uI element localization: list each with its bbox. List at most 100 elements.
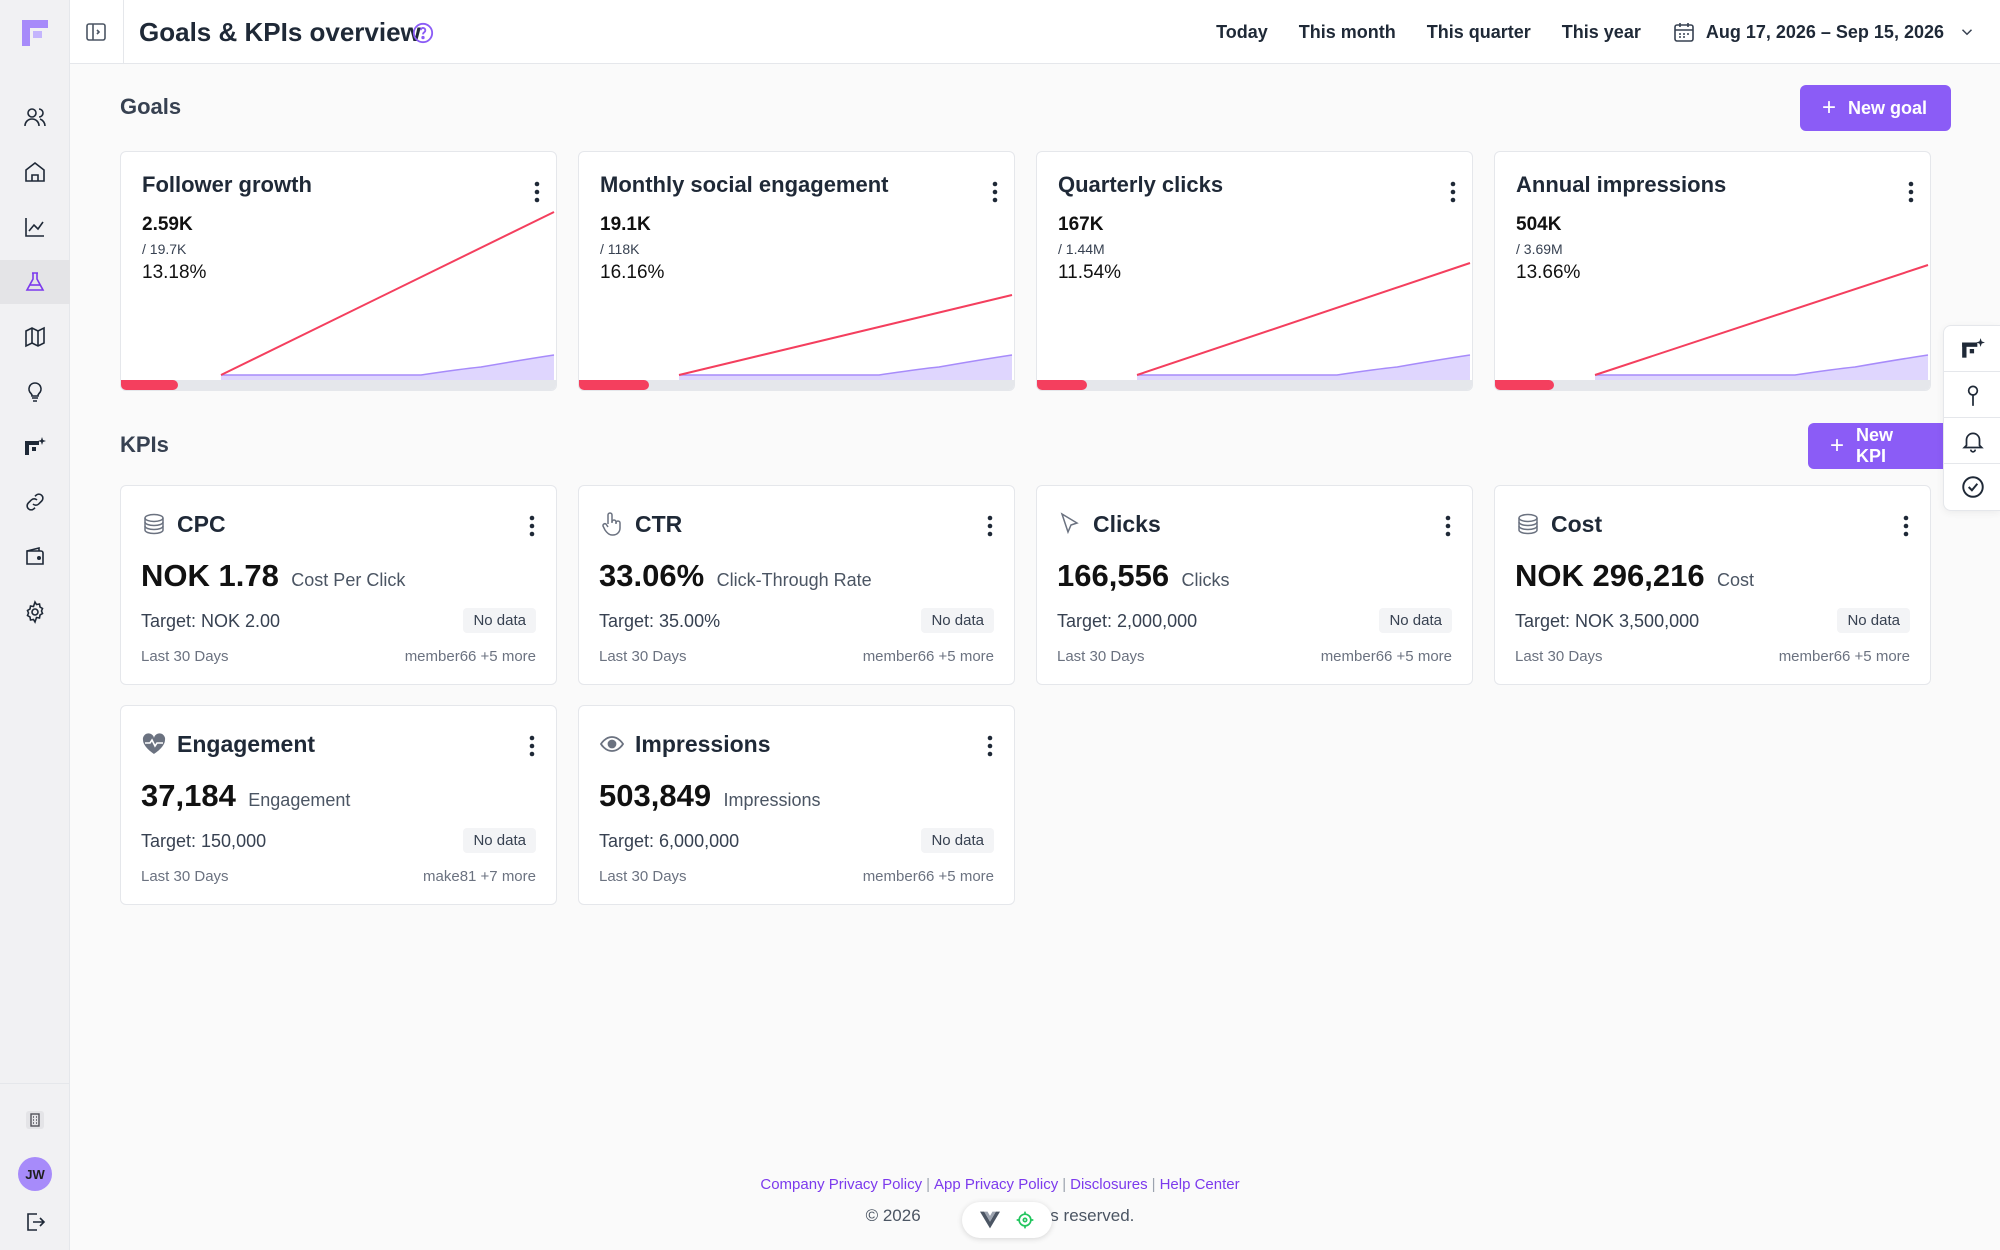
vue-logo-icon[interactable] [979,1211,1000,1229]
kpi-value-row: 166,556 Clicks [1057,558,1230,594]
kpi-members[interactable]: member66 +5 more [1778,648,1910,665]
goal-progress-fill [121,380,179,390]
kpi-value-row: 37,184 Engagement [141,778,350,814]
actual-line [1137,354,1471,376]
range-today-button[interactable]: Today [1216,21,1268,42]
kpi-unit-label: Click-Through Rate [716,570,872,590]
users-icon [24,108,46,127]
more-options-icon[interactable] [1896,512,1916,540]
goal-card[interactable]: Follower growth 2.59K / 19.7K 13.18% [120,151,557,391]
range-this-year-button[interactable]: This year [1561,21,1641,42]
kpis-section-title: KPIs [120,432,169,457]
nav-users[interactable] [10,95,60,139]
range-this-quarter-button[interactable]: This quarter [1426,21,1531,42]
kpi-title: Impressions [635,731,771,757]
more-options-icon[interactable] [980,732,1000,760]
more-options-icon[interactable] [522,732,542,760]
kpi-card[interactable]: Impressions 503,849 Impressions Target: … [578,705,1015,905]
nav-settings[interactable] [10,590,60,634]
goal-trend-chart [678,294,1013,382]
kpi-value: 33.06% [599,558,705,593]
goal-title: Monthly social engagement [600,172,889,197]
more-options-icon[interactable] [527,178,547,206]
top-header: Goals & KPIs overview Today This month T… [70,0,2000,64]
kpi-title: Cost [1551,511,1603,537]
kpi-value: 503,849 [599,778,712,813]
sidebar-toggle-icon[interactable] [84,20,108,44]
kpi-card[interactable]: Cost NOK 296,216 Cost Target: NOK 3,500,… [1494,485,1931,685]
chevron-down-icon [1961,29,1973,36]
nav-ai[interactable] [10,425,60,469]
target-line [678,294,1013,376]
kpi-value: 37,184 [141,778,236,813]
nav-home[interactable] [10,150,60,194]
more-options-icon[interactable] [1443,178,1463,206]
more-options-icon[interactable] [1438,512,1458,540]
new-kpi-button[interactable]: + New KPI [1808,423,1943,469]
nav-wallet[interactable] [10,535,60,579]
nav-ideas[interactable] [10,370,60,414]
kpi-value-row: NOK 1.78 Cost Per Click [141,558,405,594]
disclosures-link[interactable]: Disclosures [1070,1176,1148,1193]
kpi-period: Last 30 Days [1515,648,1603,665]
kpi-target: Target: NOK 2.00 [141,611,281,631]
kpi-card[interactable]: Engagement 37,184 Engagement Target: 150… [120,705,557,905]
kpi-members[interactable]: member66 +5 more [862,868,994,885]
nav-organization[interactable] [10,1098,60,1142]
goal-card[interactable]: Monthly social engagement 19.1K / 118K 1… [578,151,1015,391]
help-center-link[interactable]: Help Center [1159,1176,1240,1193]
floating-mini-toolbar [962,1202,1052,1238]
copyright-tail: ghts reserved. [1026,1206,1135,1225]
new-goal-button[interactable]: + New goal [1800,85,1951,131]
goal-percent: 16.16% [600,262,665,283]
target-line [1136,262,1471,376]
pin-button[interactable] [1944,372,2000,418]
more-options-icon[interactable] [1901,178,1921,206]
link-icon [26,493,44,511]
goal-card[interactable]: Annual impressions 504K / 3.69M 13.66% [1494,151,1931,391]
kpi-members[interactable]: make81 +7 more [423,868,536,885]
kpi-value-row: 33.06% Click-Through Rate [599,558,872,594]
copyright: © 2026 ghts reserved. [0,1206,2000,1226]
nav-analytics[interactable] [10,205,60,249]
kpi-card[interactable]: CTR 33.06% Click-Through Rate Target: 35… [578,485,1015,685]
tasks-button[interactable] [1944,464,2000,510]
target-icon[interactable] [1015,1210,1035,1230]
date-range-picker[interactable]: Aug 17, 2026 – Sep 15, 2026 [1672,20,1976,44]
app-logo-icon[interactable] [22,20,48,46]
kpi-title: Clicks [1093,511,1161,537]
kpi-card[interactable]: CPC NOK 1.78 Cost Per Click Target: NOK … [120,485,557,685]
rail-divider [0,1083,70,1084]
status-badge: No data [921,828,994,853]
goal-current-value: 19.1K [600,214,651,235]
kpi-members[interactable]: member66 +5 more [1320,648,1452,665]
more-options-icon[interactable] [522,512,542,540]
goals-section-title: Goals [120,94,182,119]
nav-map[interactable] [10,315,60,359]
notifications-button[interactable] [1944,418,2000,464]
kpi-members[interactable]: member66 +5 more [404,648,536,665]
goal-card[interactable]: Quarterly clicks 167K / 1.44M 11.54% [1036,151,1473,391]
kpi-title: CTR [635,511,683,537]
kpi-members[interactable]: member66 +5 more [862,648,994,665]
ai-assistant-button[interactable] [1944,326,2000,372]
plus-icon: + [1830,432,1845,459]
more-options-icon[interactable] [985,178,1005,206]
goal-title: Quarterly clicks [1058,172,1224,197]
actual-line [1595,354,1929,376]
coins-icon [141,511,167,537]
kpi-card[interactable]: Clicks 166,556 Clicks Target: 2,000,000 … [1036,485,1473,685]
kpi-target: Target: NOK 3,500,000 [1515,611,1700,631]
actual-area [679,355,1012,382]
goal-progress-bar [1037,380,1472,390]
more-options-icon[interactable] [980,512,1000,540]
range-this-month-button[interactable]: This month [1298,21,1396,42]
company-privacy-link[interactable]: Company Privacy Policy [760,1176,923,1193]
nav-goals-kpis[interactable] [0,260,70,304]
logout-button[interactable] [10,1200,60,1244]
nav-links[interactable] [10,480,60,524]
app-privacy-link[interactable]: App Privacy Policy [934,1176,1059,1193]
help-icon[interactable] [412,22,434,44]
flask-icon [25,272,45,291]
user-avatar[interactable]: JW [18,1157,52,1191]
